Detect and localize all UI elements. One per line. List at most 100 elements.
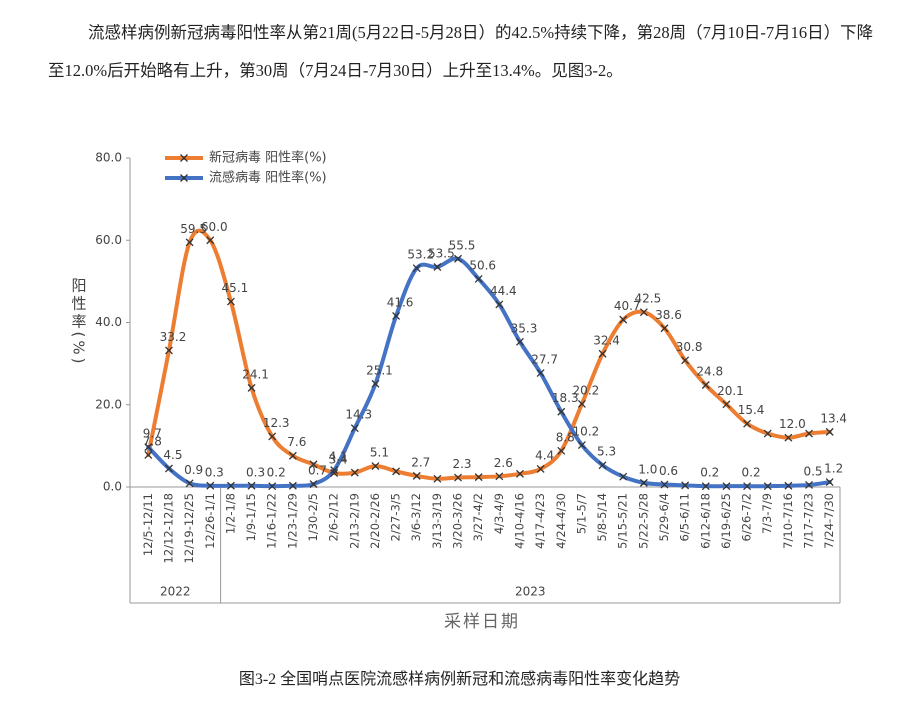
point-marker — [598, 349, 607, 358]
x-tick-label: 2/27-3/5 — [389, 493, 403, 541]
data-label: 50.6 — [469, 258, 496, 272]
point-marker — [268, 432, 277, 441]
x-tick-label: 1/30-2/5 — [306, 493, 320, 541]
point-marker — [763, 482, 772, 491]
point-marker — [185, 479, 194, 488]
point-marker — [619, 315, 628, 324]
data-label: 40.7 — [614, 299, 641, 313]
data-label: 41.6 — [387, 295, 414, 309]
data-label: 25.1 — [366, 363, 393, 377]
point-marker — [557, 407, 566, 416]
x-tick-label: 1/9-1/15 — [244, 493, 258, 541]
y-axis-title: 阳性率(%) — [70, 278, 88, 367]
point-marker — [701, 482, 710, 491]
point-marker — [743, 482, 752, 491]
data-label: 0.2 — [267, 466, 286, 480]
data-label: 45.1 — [222, 281, 249, 295]
point-marker — [412, 264, 421, 273]
data-label: 4.1 — [329, 450, 348, 464]
legend-label: 新冠病毒 阳性率(%) — [209, 150, 327, 166]
data-label: 0.6 — [659, 464, 678, 478]
point-marker — [454, 473, 462, 482]
point-marker — [557, 446, 566, 455]
x-tick-label: 6/26-7/2 — [740, 493, 754, 541]
x-tick-label: 2/13-2/19 — [347, 493, 361, 549]
x-tick-label: 1/2-1/8 — [223, 493, 237, 534]
x-tick-label: 2/6-2/12 — [327, 493, 341, 541]
data-label: 59.5 — [180, 222, 207, 236]
x-tick-label: 5/15-5/21 — [616, 493, 630, 549]
point-marker — [763, 429, 772, 438]
legend-marker — [180, 154, 188, 162]
point-marker — [577, 441, 586, 450]
point-marker — [144, 443, 153, 452]
point-marker — [454, 254, 462, 263]
x-tick-label: 12/19-12/25 — [182, 493, 196, 563]
x-tick-label: 6/12-6/18 — [698, 493, 712, 549]
x-tick-label: 6/5-6/11 — [678, 493, 692, 541]
point-marker — [495, 300, 504, 309]
legend-marker — [180, 174, 188, 182]
x-tick-label: 4/17-4/23 — [533, 493, 547, 549]
data-label: 15.4 — [738, 403, 765, 417]
point-marker — [660, 480, 669, 489]
point-marker — [392, 311, 401, 320]
data-label: 53.5 — [428, 246, 455, 260]
data-label: 4.4 — [535, 448, 554, 462]
point-marker — [206, 481, 215, 490]
x-tick-label: 12/26-1/1 — [203, 493, 217, 549]
data-label: 12.3 — [263, 416, 290, 430]
point-marker — [309, 460, 318, 469]
point-marker — [371, 462, 380, 470]
y-tick-label: 20.0 — [95, 397, 122, 411]
series-line — [146, 256, 832, 489]
x-tick-label: 5/8-5/14 — [595, 493, 609, 541]
point-marker — [495, 472, 504, 481]
x-tick-label: 7/3-7/9 — [760, 493, 774, 534]
point-marker — [474, 274, 483, 283]
paragraph: 流感样病例新冠病毒阳性率从第21周(5月22日-5月28日）的42.5%持续下降… — [48, 23, 874, 80]
point-marker — [330, 469, 339, 477]
point-marker — [516, 469, 524, 478]
point-marker — [165, 346, 173, 355]
data-label: 32.4 — [593, 333, 620, 347]
point-marker — [350, 424, 359, 433]
data-label: 7.6 — [287, 435, 306, 449]
data-label: 27.7 — [531, 353, 558, 367]
data-label: 1.0 — [638, 462, 657, 476]
point-marker — [825, 478, 834, 487]
data-label: 18.3 — [552, 391, 579, 405]
point-marker — [206, 236, 215, 245]
data-label: 9.7 — [143, 427, 162, 441]
point-marker — [701, 381, 710, 389]
data-label: 13.4 — [820, 411, 847, 425]
point-marker — [598, 461, 607, 470]
data-label: 0.2 — [700, 466, 719, 480]
x-tick-label: 12/5-12/11 — [141, 493, 155, 556]
data-label: 0.3 — [205, 465, 224, 479]
point-marker — [639, 308, 648, 317]
data-label: 60.0 — [201, 220, 228, 234]
point-marker — [784, 433, 793, 442]
data-label: 7.8 — [143, 434, 162, 448]
data-label: 14.3 — [345, 408, 372, 422]
point-marker — [165, 464, 173, 473]
data-label: 38.6 — [655, 308, 682, 322]
point-marker — [412, 471, 421, 480]
point-marker — [268, 482, 277, 491]
point-marker — [722, 482, 731, 491]
point-marker — [433, 474, 442, 483]
point-marker — [516, 337, 524, 346]
data-label: 2.6 — [494, 456, 513, 470]
x-tick-label: 4/10-4/16 — [512, 493, 526, 549]
x-tick-label: 1/16-1/22 — [265, 493, 279, 549]
x-tick-label: 7/24-7/30 — [822, 493, 836, 549]
point-marker — [536, 369, 545, 378]
x-tick-label: 2/20-2/26 — [368, 493, 382, 549]
data-label: 2.7 — [411, 455, 430, 469]
data-label: 0.7 — [308, 464, 327, 478]
data-label: 0.3 — [246, 465, 265, 479]
point-marker — [247, 481, 256, 490]
data-label: 5.3 — [597, 445, 616, 459]
legend-label: 流感病毒 阳性率(%) — [209, 170, 327, 186]
